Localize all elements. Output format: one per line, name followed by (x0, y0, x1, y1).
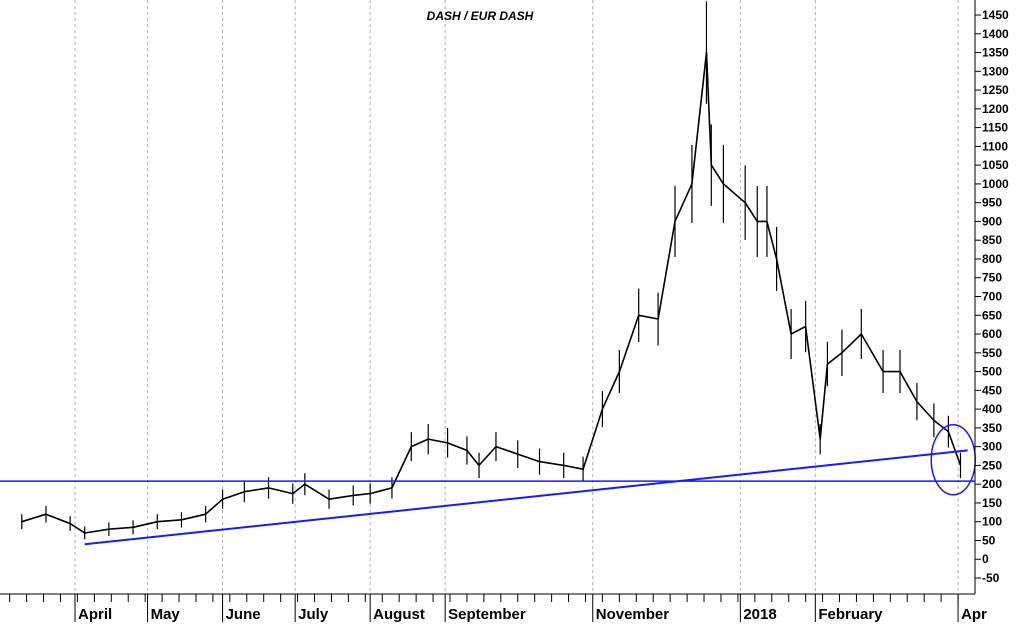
x-tick-label: May (151, 606, 181, 622)
y-tick-label: 500 (982, 365, 1002, 379)
y-tick-label: 1400 (982, 27, 1009, 41)
y-tick-label: 150 (982, 496, 1002, 510)
x-tick-label: September (448, 606, 526, 622)
y-tick-label: 750 (982, 271, 1002, 285)
y-tick-label: 0 (982, 552, 989, 566)
x-tick-label: June (226, 606, 261, 622)
y-tick-label: 1450 (982, 8, 1009, 22)
y-tick-label: 1100 (982, 139, 1008, 153)
y-tick-label: 600 (982, 327, 1002, 341)
y-tick-label: 950 (982, 196, 1002, 210)
y-tick-label: 1150 (982, 121, 1008, 135)
x-tick-label: 2018 (743, 606, 776, 622)
y-tick-label: 300 (982, 440, 1002, 454)
y-tick-label: 250 (982, 458, 1002, 472)
y-tick-label: 700 (982, 290, 1002, 304)
y-tick-label: 850 (982, 233, 1002, 247)
x-tick-label: April (78, 606, 112, 622)
trend-line (84, 449, 968, 546)
y-tick-label: 200 (982, 477, 1002, 491)
y-tick-label: 1050 (982, 158, 1009, 172)
grid-layer (74, 0, 959, 594)
y-tick-label: 1350 (982, 46, 1009, 60)
y-tick-layer: -50 0 50 100 150 200 250 300 350 400 450 500 550 600 6… (975, 8, 1009, 585)
x-tick-label: November (596, 606, 670, 622)
y-tick-label: 800 (982, 252, 1002, 266)
y-tick-label: 400 (982, 402, 1002, 416)
y-tick-label: 1200 (982, 102, 1009, 116)
y-tick-label: 650 (982, 308, 1002, 322)
y-tick-label: 100 (982, 515, 1002, 529)
y-tick-label: 350 (982, 421, 1002, 435)
y-tick-label: 550 (982, 346, 1002, 360)
x-tick-label: July (298, 606, 329, 622)
x-tick-layer: April May June July August September November 2… (9, 594, 987, 623)
x-tick-label: February (818, 606, 883, 622)
chart-title: DASH / EUR DASH (427, 9, 534, 23)
y-tick-label: 900 (982, 214, 1002, 228)
series-layer (21, 1, 962, 540)
x-tick-label: Apr (961, 606, 987, 622)
y-tick-label: 50 (982, 533, 996, 547)
y-tick-label: 1000 (982, 177, 1009, 191)
y-tick-label: 1300 (982, 64, 1009, 78)
y-tick-label: 1250 (982, 83, 1009, 97)
y-tick-label: -50 (982, 571, 1000, 585)
y-tick-label: 450 (982, 383, 1002, 397)
x-tick-label: August (373, 606, 425, 622)
